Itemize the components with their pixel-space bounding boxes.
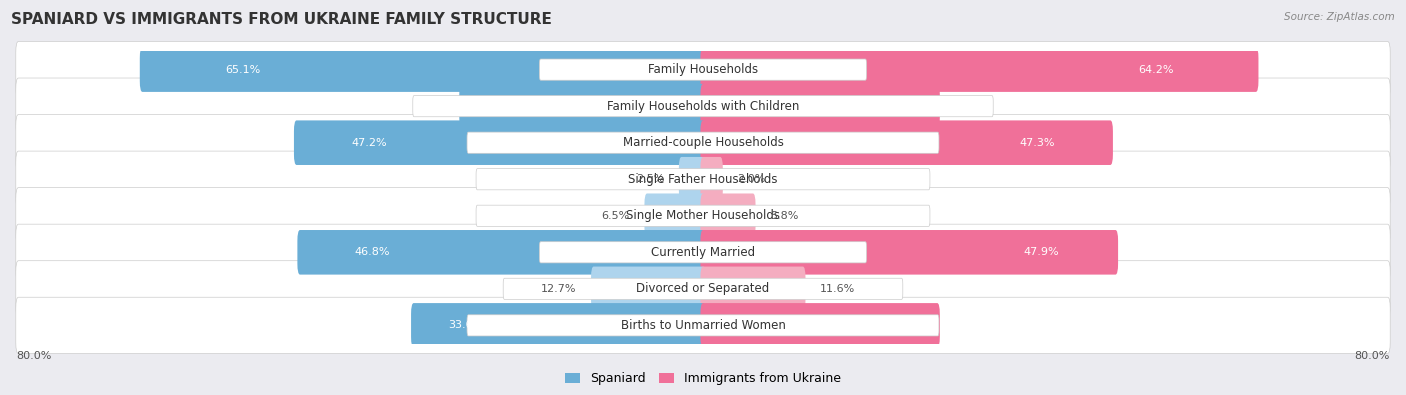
Text: 65.1%: 65.1% [225,65,262,75]
Text: 46.8%: 46.8% [354,247,391,257]
FancyBboxPatch shape [700,47,1258,92]
Text: 2.5%: 2.5% [636,174,664,184]
FancyBboxPatch shape [467,132,939,153]
Text: 80.0%: 80.0% [1354,351,1389,361]
Text: Divorced or Separated: Divorced or Separated [637,282,769,295]
FancyBboxPatch shape [700,120,1114,165]
Text: 5.8%: 5.8% [770,211,799,221]
Text: Married-couple Households: Married-couple Households [623,136,783,149]
Text: 64.2%: 64.2% [1139,65,1174,75]
Text: 2.0%: 2.0% [738,174,766,184]
FancyBboxPatch shape [540,242,866,263]
FancyBboxPatch shape [591,267,706,311]
FancyBboxPatch shape [15,41,1391,98]
FancyBboxPatch shape [15,115,1391,171]
Text: 27.2%: 27.2% [877,320,912,330]
FancyBboxPatch shape [15,188,1391,244]
Text: 33.6%: 33.6% [449,320,484,330]
Text: Single Father Households: Single Father Households [628,173,778,186]
Text: 47.2%: 47.2% [352,138,388,148]
Text: 11.6%: 11.6% [820,284,855,294]
FancyBboxPatch shape [413,96,993,117]
FancyBboxPatch shape [15,261,1391,317]
Text: 27.2%: 27.2% [877,101,912,111]
FancyBboxPatch shape [644,194,706,238]
FancyBboxPatch shape [503,278,903,299]
FancyBboxPatch shape [540,59,866,80]
FancyBboxPatch shape [700,194,755,238]
FancyBboxPatch shape [294,120,706,165]
FancyBboxPatch shape [298,230,706,275]
Text: Source: ZipAtlas.com: Source: ZipAtlas.com [1284,12,1395,22]
FancyBboxPatch shape [679,157,706,201]
Text: Currently Married: Currently Married [651,246,755,259]
Text: 12.7%: 12.7% [541,284,576,294]
Text: 80.0%: 80.0% [17,351,52,361]
Text: 28.0%: 28.0% [488,101,523,111]
FancyBboxPatch shape [467,315,939,336]
FancyBboxPatch shape [15,297,1391,354]
FancyBboxPatch shape [700,267,806,311]
FancyBboxPatch shape [477,205,929,226]
Text: 6.5%: 6.5% [602,211,630,221]
FancyBboxPatch shape [411,303,706,348]
Text: 47.3%: 47.3% [1019,138,1054,148]
FancyBboxPatch shape [700,84,939,128]
FancyBboxPatch shape [15,151,1391,207]
FancyBboxPatch shape [700,230,1118,275]
FancyBboxPatch shape [700,157,723,201]
FancyBboxPatch shape [460,84,706,128]
Text: Family Households: Family Households [648,63,758,76]
Legend: Spaniard, Immigrants from Ukraine: Spaniard, Immigrants from Ukraine [561,367,845,390]
Text: SPANIARD VS IMMIGRANTS FROM UKRAINE FAMILY STRUCTURE: SPANIARD VS IMMIGRANTS FROM UKRAINE FAMI… [11,12,553,27]
Text: Single Mother Households: Single Mother Households [626,209,780,222]
FancyBboxPatch shape [15,78,1391,134]
Text: 47.9%: 47.9% [1024,247,1059,257]
FancyBboxPatch shape [477,169,929,190]
FancyBboxPatch shape [700,303,939,348]
Text: Births to Unmarried Women: Births to Unmarried Women [620,319,786,332]
FancyBboxPatch shape [139,47,706,92]
FancyBboxPatch shape [15,224,1391,280]
Text: Family Households with Children: Family Households with Children [607,100,799,113]
